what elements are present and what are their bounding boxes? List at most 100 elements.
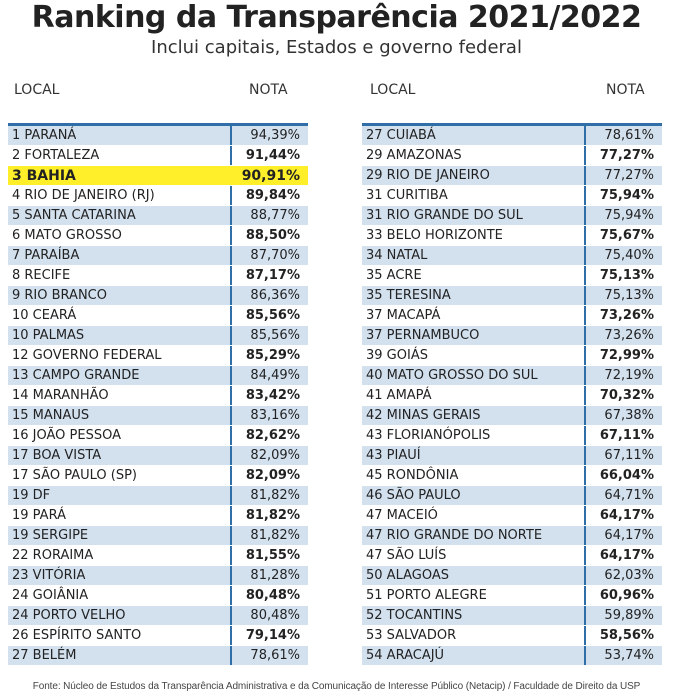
- ranking-table-left: 1 PARANÁ 94,39% 2 FORTALEZA 91,44% 3 BAHIA 90…: [8, 123, 308, 666]
- row-nota: 62,03%: [584, 566, 662, 585]
- right-header-nota: NOTA: [606, 82, 645, 98]
- row-local: 29 AMAZONAS: [366, 148, 462, 163]
- row-nota: 75,40%: [584, 246, 662, 265]
- row-local: 42 MINAS GERAIS: [366, 408, 481, 423]
- row-local: 24 GOIÂNIA: [12, 588, 89, 603]
- table-row: 37 PERNAMBUCO 73,26%: [362, 326, 662, 346]
- row-local: 6 MATO GROSSO: [12, 228, 122, 243]
- table-row: 42 MINAS GERAIS 67,38%: [362, 406, 662, 426]
- left-header-nota: NOTA: [249, 82, 288, 98]
- table-row: 7 PARAÍBA 87,70%: [8, 246, 308, 266]
- row-local: 26 ESPÍRITO SANTO: [12, 628, 142, 643]
- row-nota: 66,04%: [584, 466, 662, 485]
- row-local: 22 RORAIMA: [12, 548, 94, 563]
- row-local: 37 MACAPÁ: [366, 308, 441, 323]
- row-nota: 75,94%: [584, 186, 662, 205]
- table-row: 54 ARACAJÚ 53,74%: [362, 646, 662, 666]
- row-nota: 77,27%: [584, 146, 662, 165]
- row-local: 53 SALVADOR: [366, 628, 457, 643]
- table-row: 29 RIO DE JANEIRO 77,27%: [362, 166, 662, 186]
- row-nota: 64,17%: [584, 506, 662, 525]
- table-row: 27 BELÉM 78,61%: [8, 646, 308, 666]
- table-row: 17 BOA VISTA 82,09%: [8, 446, 308, 466]
- row-local: 27 CUIABÁ: [366, 128, 436, 143]
- row-nota: 88,50%: [230, 226, 308, 245]
- table-row: 5 SANTA CATARINA 88,77%: [8, 206, 308, 226]
- row-local: 52 TOCANTINS: [366, 608, 463, 623]
- row-local: 19 DF: [12, 488, 51, 503]
- row-local: 35 ACRE: [366, 268, 422, 283]
- row-local: 43 PIAUÍ: [366, 448, 421, 463]
- table-row: 24 GOIÂNIA 80,48%: [8, 586, 308, 606]
- row-nota: 91,44%: [230, 146, 308, 165]
- row-nota: 88,77%: [230, 206, 308, 225]
- row-local: 16 JOÃO PESSOA: [12, 428, 121, 443]
- row-local: 31 RIO GRANDE DO SUL: [366, 208, 523, 223]
- row-nota: 81,55%: [230, 546, 308, 565]
- table-row: 24 PORTO VELHO 80,48%: [8, 606, 308, 626]
- table-row: 22 RORAIMA 81,55%: [8, 546, 308, 566]
- row-nota: 81,82%: [230, 486, 308, 505]
- row-local: 4 RIO DE JANEIRO (RJ): [12, 188, 155, 203]
- row-local: 13 CAMPO GRANDE: [12, 368, 140, 383]
- table-row: 35 ACRE 75,13%: [362, 266, 662, 286]
- row-local: 23 VITÓRIA: [12, 568, 86, 583]
- row-local: 3 BAHIA: [12, 168, 76, 184]
- table-row: 10 PALMAS 85,56%: [8, 326, 308, 346]
- table-row: 39 GOIÁS 72,99%: [362, 346, 662, 366]
- table-row: 50 ALAGOAS 62,03%: [362, 566, 662, 586]
- row-nota: 82,09%: [230, 466, 308, 485]
- row-local: 1 PARANÁ: [12, 128, 77, 143]
- row-local: 47 MACEIÓ: [366, 508, 438, 523]
- row-nota: 80,48%: [230, 586, 308, 605]
- table-row: 6 MATO GROSSO 88,50%: [8, 226, 308, 246]
- row-nota: 60,96%: [584, 586, 662, 605]
- row-local: 54 ARACAJÚ: [366, 648, 445, 663]
- table-row: 31 CURITIBA 75,94%: [362, 186, 662, 206]
- table-row: 13 CAMPO GRANDE 84,49%: [8, 366, 308, 386]
- row-nota: 89,84%: [230, 186, 308, 205]
- row-nota: 75,94%: [584, 206, 662, 225]
- row-nota: 87,70%: [230, 246, 308, 265]
- row-local: 5 SANTA CATARINA: [12, 208, 136, 223]
- table-row: 43 PIAUÍ 67,11%: [362, 446, 662, 466]
- row-nota: 64,71%: [584, 486, 662, 505]
- row-nota: 83,42%: [230, 386, 308, 405]
- row-local: 50 ALAGOAS: [366, 568, 449, 583]
- table-row: 52 TOCANTINS 59,89%: [362, 606, 662, 626]
- table-row: 33 BELO HORIZONTE 75,67%: [362, 226, 662, 246]
- row-local: 27 BELÉM: [12, 648, 77, 663]
- page-subtitle: Inclui capitais, Estados e governo feder…: [151, 37, 522, 58]
- table-row: 12 GOVERNO FEDERAL 85,29%: [8, 346, 308, 366]
- table-row: 37 MACAPÁ 73,26%: [362, 306, 662, 326]
- row-local: 10 CEARÁ: [12, 308, 77, 323]
- table-row: 19 PARÁ 81,82%: [8, 506, 308, 526]
- row-nota: 59,89%: [584, 606, 662, 625]
- row-local: 19 PARÁ: [12, 508, 66, 523]
- row-local: 2 FORTALEZA: [12, 148, 100, 163]
- table-row: 51 PORTO ALEGRE 60,96%: [362, 586, 662, 606]
- row-nota: 67,11%: [584, 426, 662, 445]
- row-nota: 82,09%: [230, 446, 308, 465]
- table-row: 29 AMAZONAS 77,27%: [362, 146, 662, 166]
- row-nota: 70,32%: [584, 386, 662, 405]
- row-local: 47 RIO GRANDE DO NORTE: [366, 528, 543, 543]
- table-row: 40 MATO GROSSO DO SUL 72,19%: [362, 366, 662, 386]
- row-nota: 72,19%: [584, 366, 662, 385]
- table-row: 47 SÃO LUÍS 64,17%: [362, 546, 662, 566]
- row-nota: 72,99%: [584, 346, 662, 365]
- row-local: 33 BELO HORIZONTE: [366, 228, 503, 243]
- row-nota: 94,39%: [230, 126, 308, 145]
- row-nota: 67,38%: [584, 406, 662, 425]
- row-local: 47 SÃO LUÍS: [366, 548, 447, 563]
- row-nota: 85,56%: [230, 306, 308, 325]
- row-local: 15 MANAUS: [12, 408, 90, 423]
- row-nota: 75,13%: [584, 286, 662, 305]
- row-local: 9 RIO BRANCO: [12, 288, 107, 303]
- row-nota: 90,91%: [230, 166, 308, 185]
- table-row: 47 RIO GRANDE DO NORTE 64,17%: [362, 526, 662, 546]
- row-local: 19 SERGIPE: [12, 528, 89, 543]
- row-nota: 53,74%: [584, 646, 662, 665]
- table-row: 3 BAHIA 90,91%: [8, 166, 308, 186]
- table-row: 15 MANAUS 83,16%: [8, 406, 308, 426]
